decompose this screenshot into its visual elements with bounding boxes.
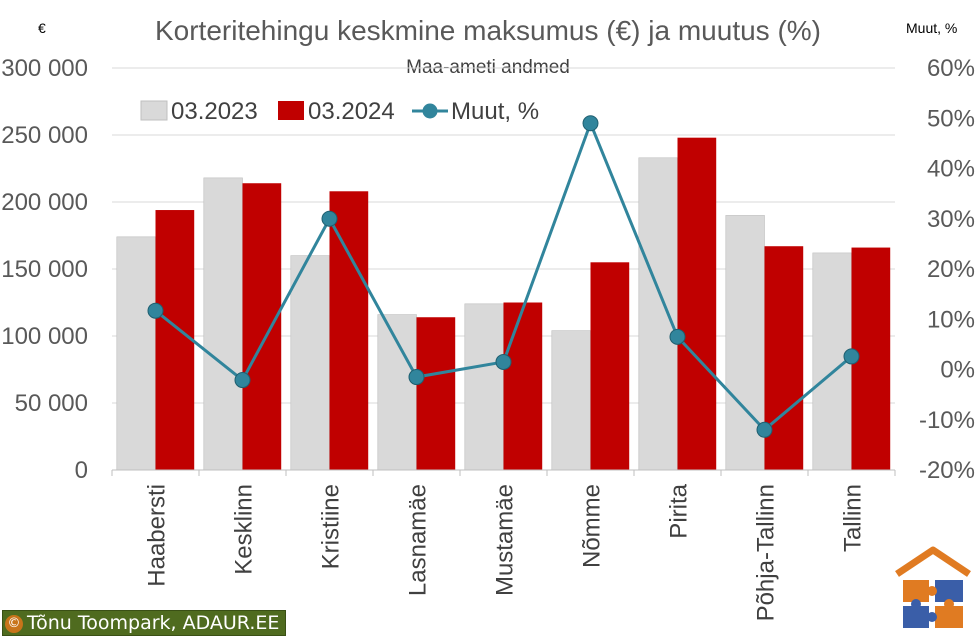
axes: Haabersti Kesklinn Kristiine Lasnamäe Mustam… — [111, 469, 896, 621]
bar-03-2024 — [155, 210, 195, 471]
category-label: Tallinn — [840, 484, 867, 552]
right-tick-label: 30% — [927, 206, 975, 233]
bar-03-2023 — [638, 157, 678, 471]
legend-label: 03.2024 — [308, 98, 395, 125]
legend-line-marker — [422, 103, 438, 119]
category-label: Kristiine — [318, 484, 345, 569]
line-point — [582, 115, 599, 132]
bar-03-2023 — [551, 330, 591, 471]
right-tick-label: 20% — [927, 256, 975, 283]
left-tick-label: 0 — [75, 457, 88, 484]
bar-03-2024 — [503, 302, 543, 470]
left-axis-unit: € — [38, 20, 46, 36]
copyright-badge: © Tõnu Toompark, ADAUR.EE — [2, 610, 287, 636]
right-axis-unit: Muut, % — [906, 20, 957, 36]
bar-03-2024 — [416, 317, 456, 470]
legend-label: Muut, % — [451, 98, 539, 125]
bar-03-2023 — [203, 177, 243, 471]
left-tick-label: 300 000 — [1, 55, 88, 82]
left-tick-label: 250 000 — [1, 122, 88, 149]
left-tick-label: 200 000 — [1, 189, 88, 216]
puzzle-house-logo — [895, 546, 971, 628]
copyright-icon: © — [5, 615, 23, 633]
line-point — [234, 372, 251, 389]
bar-03-2023 — [116, 236, 156, 471]
copyright-text: Tõnu Toompark, ADAUR.EE — [27, 612, 280, 634]
line-point — [669, 328, 686, 345]
category-label: Pirita — [666, 483, 693, 538]
change-line — [147, 115, 860, 438]
bar-03-2024 — [329, 191, 369, 470]
right-tick-label: 0% — [940, 357, 975, 384]
category-label: Lasnamäe — [405, 484, 432, 596]
right-tick-label: -20% — [919, 457, 975, 484]
bar-03-2024 — [764, 246, 804, 470]
legend-swatch — [140, 100, 168, 121]
legend: 03.2023 03.2024 Muut, % — [140, 98, 539, 125]
bar-03-2024 — [677, 137, 717, 470]
bar-03-2023 — [377, 314, 417, 471]
right-tick-label: -10% — [919, 407, 975, 434]
left-tick-label: 50 000 — [15, 390, 88, 417]
right-tick-label: 50% — [927, 105, 975, 132]
category-label: Kesklinn — [231, 484, 258, 575]
legend-label: 03.2023 — [171, 98, 258, 125]
bar-03-2024 — [242, 183, 282, 471]
chart-title: Korteritehingu keskmine maksumus (€) ja … — [155, 15, 821, 46]
right-tick-label: 60% — [927, 55, 975, 82]
right-tick-label: 40% — [927, 156, 975, 183]
category-label: Põhja-Tallinn — [753, 484, 780, 621]
category-label: Haabersti — [144, 484, 171, 587]
left-tick-label: 100 000 — [1, 323, 88, 350]
line-point — [843, 348, 860, 365]
category-label: Nõmme — [579, 484, 606, 568]
right-tick-label: 10% — [927, 306, 975, 333]
line-point — [756, 421, 773, 438]
line-point — [408, 369, 425, 386]
line-point — [495, 353, 512, 370]
bar-03-2023 — [464, 303, 504, 471]
legend-swatch — [278, 101, 304, 120]
category-label: Mustamäe — [492, 484, 519, 596]
line-point — [147, 302, 164, 319]
gridlines: 0 50 000 100 000 150 000 200 000 250 000 300 0… — [1, 55, 975, 484]
bar-03-2023 — [290, 255, 330, 471]
line-point — [321, 210, 338, 227]
bar-03-2024 — [590, 262, 630, 470]
left-tick-label: 150 000 — [1, 256, 88, 283]
